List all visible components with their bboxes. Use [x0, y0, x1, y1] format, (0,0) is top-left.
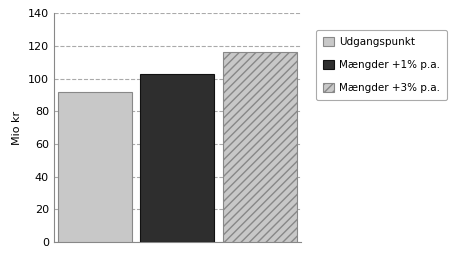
Bar — [223, 52, 297, 242]
Legend: Udgangspunkt, Mængder +1% p.a., Mængder +3% p.a.: Udgangspunkt, Mængder +1% p.a., Mængder … — [316, 30, 447, 100]
Y-axis label: Mio kr: Mio kr — [12, 110, 22, 145]
Bar — [140, 74, 215, 242]
Bar — [58, 92, 132, 242]
